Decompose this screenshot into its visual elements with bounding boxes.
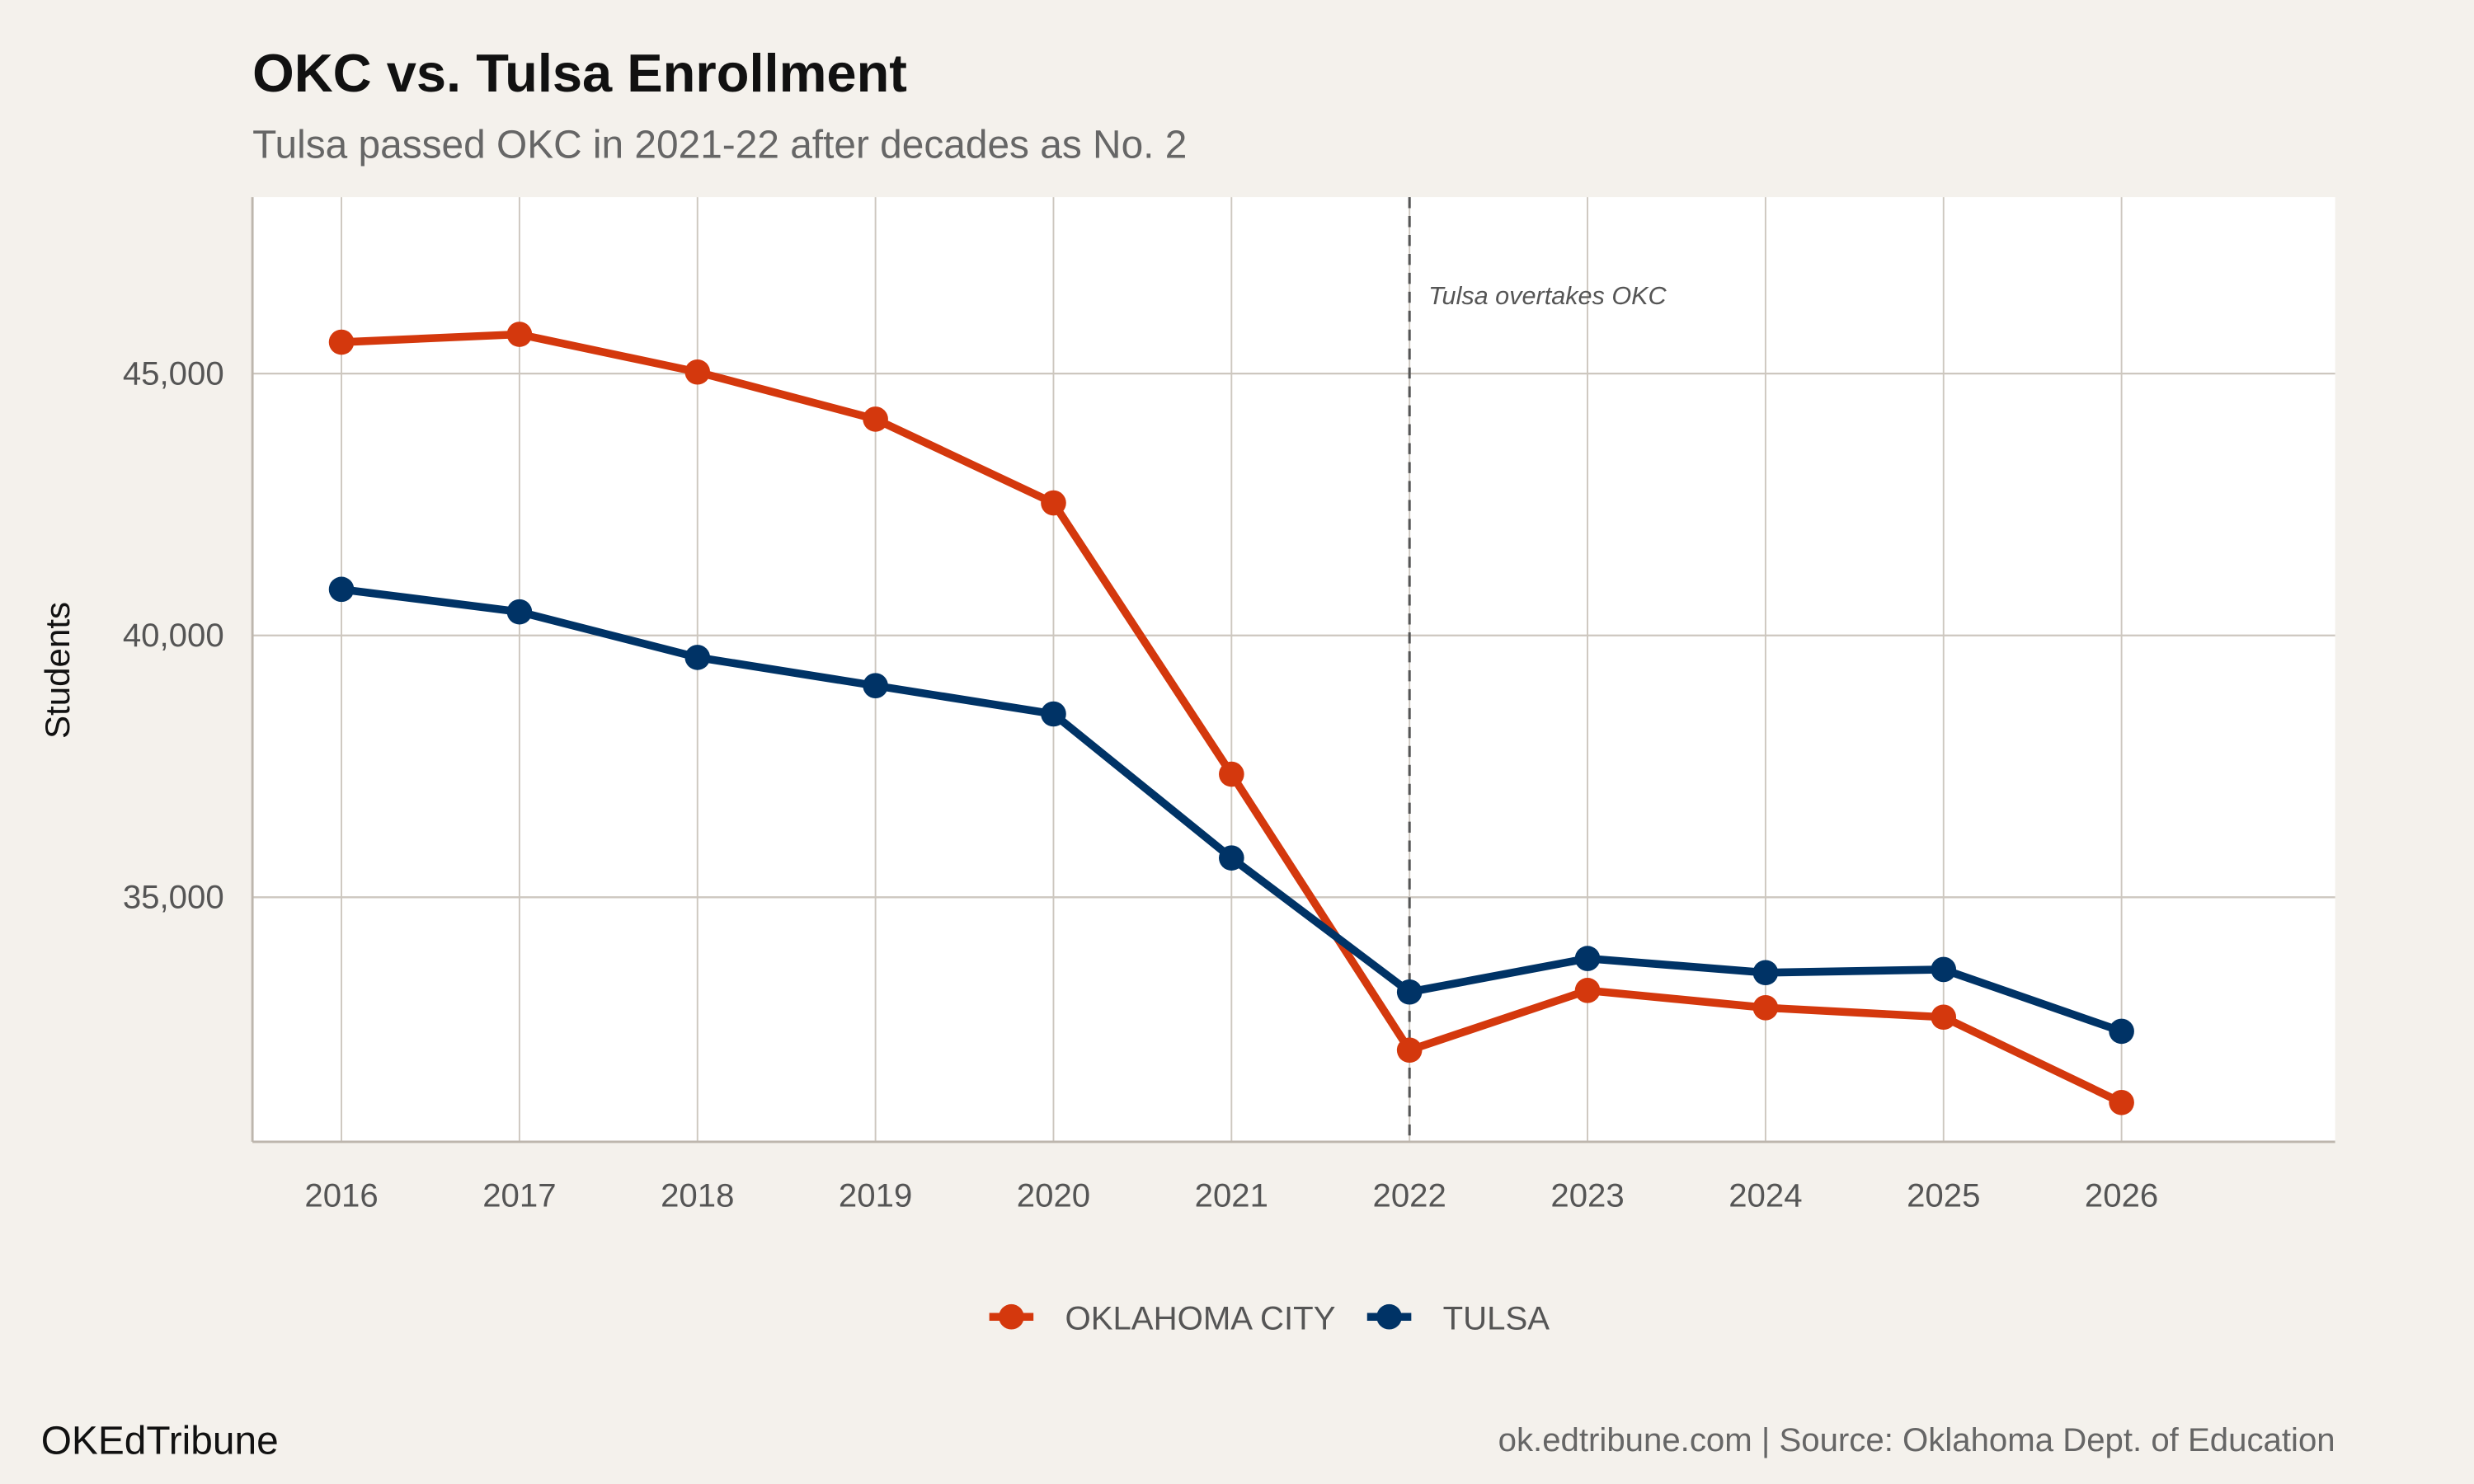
x-tick-label: 2020 [1017,1176,1090,1214]
x-tick-label: 2021 [1195,1176,1268,1214]
chart-subtitle: Tulsa passed OKC in 2021-22 after decade… [252,123,1187,167]
legend-swatch-point [1376,1303,1402,1330]
annotation-text: Tulsa overtakes OKC [1428,282,1667,310]
data-point [1931,1004,1957,1031]
legend[interactable]: OKLAHOMA CITY TULSA [989,1300,1550,1337]
series-group [328,322,2134,1115]
x-tick-label: 2025 [1907,1176,1980,1214]
data-point [1574,946,1601,971]
data-point [684,645,711,670]
legend-label: OKLAHOMA CITY [1065,1300,1335,1337]
data-point [506,599,533,625]
data-point [1219,761,1244,787]
brand-label: OKEdTribune [41,1420,279,1463]
data-point [684,359,711,385]
grid [251,197,2335,1144]
x-tick-label: 2024 [1729,1176,1802,1214]
data-point [1752,960,1779,986]
data-point [328,576,355,603]
y-tick-label: 40,000 [123,617,224,654]
y-axis-label: Students [38,602,77,739]
data-point [863,406,888,432]
legend-label: TULSA [1443,1300,1550,1337]
x-tick-label: 2018 [661,1176,734,1214]
data-point [2109,1089,2134,1115]
data-point [1041,490,1066,516]
y-tick-label: 35,000 [123,879,224,916]
x-tick-label: 2016 [304,1176,378,1214]
data-point [1396,979,1423,1005]
source-label: ok.edtribune.com | Source: Oklahoma Dept… [1498,1421,2335,1458]
data-point [506,322,533,347]
x-tick-label: 2019 [839,1176,912,1214]
x-tick-label: 2022 [1373,1176,1446,1214]
x-tick-label: 2017 [482,1176,556,1214]
data-point [1752,995,1779,1021]
data-point [2109,1018,2134,1045]
data-point [1396,1037,1423,1064]
y-tick-label: 45,000 [123,355,224,392]
x-axis: 2016 2017 2018 2019 2020 2021 2022 2023 2024 2025… [304,1176,2158,1214]
legend-swatch-point [999,1303,1024,1330]
x-tick-label: 2026 [2085,1176,2158,1214]
data-point [1041,701,1066,727]
annotation: Tulsa overtakes OKC [1408,197,1667,1142]
chart-title: OKC vs. Tulsa Enrollment [252,43,907,103]
data-point [863,673,888,699]
x-tick-label: 2023 [1550,1176,1624,1214]
data-point [328,329,355,355]
data-point [1574,978,1601,1003]
data-point [1219,845,1244,871]
y-axis: 35,000 40,000 45,000 [123,355,224,916]
data-point [1931,956,1957,983]
